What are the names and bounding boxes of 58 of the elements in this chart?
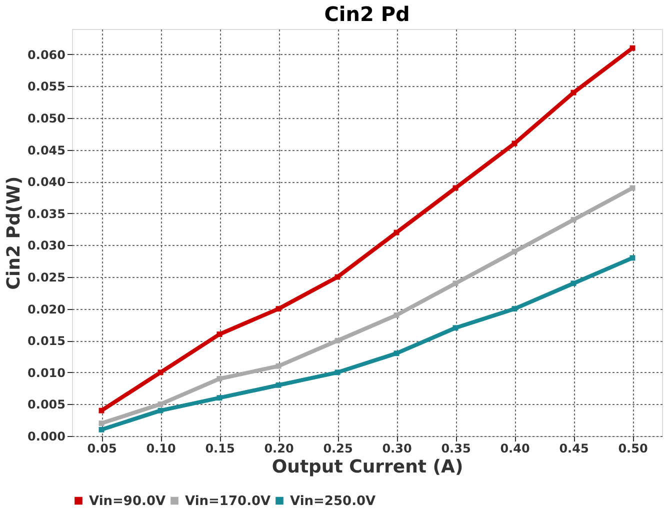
point — [630, 45, 636, 51]
point — [276, 382, 282, 388]
y-tick-label: 0.045 — [28, 143, 66, 158]
x-tick-label: 0.30 — [382, 442, 412, 456]
x-tick-label: 0.20 — [264, 442, 294, 456]
y-tick-label: 0.035 — [28, 206, 66, 221]
point — [334, 338, 340, 344]
y-tick-label: 0.015 — [28, 334, 66, 348]
y-tick-label: 0.040 — [28, 175, 66, 190]
y-tick-label: 0.030 — [28, 238, 66, 253]
x-tick-label: 0.50 — [618, 442, 648, 456]
chart-title: Cin2 Pd — [324, 2, 410, 26]
point — [452, 280, 458, 286]
y-tick-label: 0.060 — [28, 48, 66, 62]
y-tick-label: 0.010 — [28, 366, 66, 380]
point — [158, 408, 164, 414]
point — [512, 306, 518, 312]
y-tick-label: 0.025 — [28, 270, 66, 285]
point — [276, 306, 282, 312]
legend-label: Vin=170.0V — [185, 494, 271, 509]
point — [452, 325, 458, 331]
point — [158, 401, 164, 407]
x-tick-label: 0.05 — [87, 442, 117, 456]
point — [570, 217, 576, 223]
x-tick-label: 0.40 — [500, 442, 530, 456]
point — [630, 255, 636, 261]
point — [216, 395, 222, 401]
y-tick-label: 0.020 — [28, 302, 66, 316]
point — [98, 426, 104, 432]
point — [630, 185, 636, 191]
legend-label: Vin=250.0V — [290, 494, 376, 509]
x-tick-label: 0.45 — [559, 442, 589, 456]
point — [570, 90, 576, 96]
x-tick-label: 0.15 — [205, 442, 235, 456]
x-tick-label: 0.35 — [441, 442, 471, 456]
y-tick-label: 0.050 — [28, 112, 66, 126]
point — [216, 332, 222, 337]
point — [216, 376, 222, 382]
y-tick-label: 0.055 — [28, 80, 66, 94]
point — [276, 363, 282, 369]
point — [512, 140, 518, 146]
point — [394, 312, 400, 318]
point — [570, 280, 576, 286]
point — [394, 350, 400, 356]
point — [512, 248, 518, 254]
point — [452, 185, 458, 191]
x-axis-title: Output Current (A) — [272, 456, 464, 478]
point — [98, 420, 104, 426]
y-axis-title: Cin2 Pd(W) — [4, 176, 25, 290]
y-tick-label: 0.005 — [28, 398, 66, 412]
point — [334, 274, 340, 280]
x-tick-label: 0.10 — [146, 442, 176, 456]
point — [334, 370, 340, 376]
y-tick-label: 0.000 — [28, 430, 66, 444]
x-tick-label: 0.25 — [323, 442, 353, 456]
legend-label: Vin=90.0V — [89, 494, 166, 509]
point — [98, 408, 104, 414]
point — [158, 370, 164, 376]
